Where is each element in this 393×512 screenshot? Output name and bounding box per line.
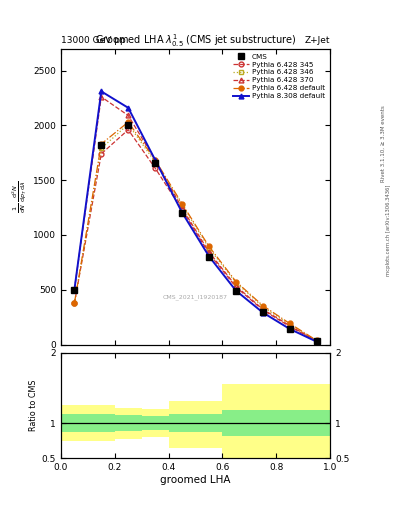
Text: Rivet 3.1.10, ≥ 3.3M events: Rivet 3.1.10, ≥ 3.3M events: [381, 105, 386, 182]
Y-axis label: $\frac{1}{\mathrm{d}N}\,\frac{\mathrm{d}^2N}{\mathrm{d}p_T\,\mathrm{d}\lambda}$: $\frac{1}{\mathrm{d}N}\,\frac{\mathrm{d}…: [11, 180, 29, 213]
X-axis label: groomed LHA: groomed LHA: [160, 475, 231, 485]
CMS: [287, 326, 292, 332]
Pythia 6.428 345: [72, 301, 77, 307]
Pythia 6.428 345: [126, 126, 130, 133]
Pythia 6.428 370: [207, 249, 211, 255]
Pythia 6.428 370: [261, 306, 265, 312]
CMS: [261, 309, 265, 315]
Pythia 6.428 345: [99, 151, 104, 157]
Pythia 6.428 default: [126, 119, 130, 125]
Pythia 8.308 default: [287, 326, 292, 332]
Pythia 6.428 370: [153, 157, 158, 163]
Pythia 8.308 default: [99, 88, 104, 94]
Pythia 8.308 default: [153, 157, 158, 163]
Pythia 6.428 345: [207, 250, 211, 257]
Y-axis label: Ratio to CMS: Ratio to CMS: [29, 380, 37, 431]
CMS: [153, 160, 158, 166]
Pythia 6.428 370: [180, 205, 184, 211]
CMS: [233, 288, 238, 294]
Pythia 6.428 default: [207, 243, 211, 249]
CMS: [72, 287, 77, 293]
Pythia 8.308 default: [314, 338, 319, 345]
Pythia 6.428 345: [180, 207, 184, 213]
Pythia 6.428 default: [314, 337, 319, 344]
Pythia 6.428 346: [180, 202, 184, 208]
Pythia 8.308 default: [72, 287, 77, 293]
Pythia 6.428 346: [99, 145, 104, 152]
Line: Pythia 6.428 default: Pythia 6.428 default: [72, 120, 319, 343]
Pythia 8.308 default: [180, 209, 184, 216]
Pythia 6.428 370: [287, 323, 292, 329]
Pythia 6.428 default: [287, 321, 292, 327]
Pythia 6.428 370: [72, 287, 77, 293]
CMS: [180, 210, 184, 216]
Line: Pythia 8.308 default: Pythia 8.308 default: [72, 89, 319, 344]
Pythia 6.428 346: [233, 280, 238, 286]
Pythia 6.428 default: [153, 157, 158, 163]
CMS: [207, 254, 211, 260]
Pythia 6.428 346: [314, 337, 319, 344]
Pythia 6.428 370: [99, 94, 104, 100]
Pythia 6.428 370: [233, 283, 238, 289]
CMS: [314, 338, 319, 345]
Text: mcplots.cern.ch [arXiv:1306.3436]: mcplots.cern.ch [arXiv:1306.3436]: [386, 185, 391, 276]
Pythia 6.428 default: [180, 201, 184, 207]
Pythia 6.428 346: [153, 159, 158, 165]
Pythia 6.428 346: [72, 301, 77, 307]
Line: Pythia 6.428 370: Pythia 6.428 370: [72, 94, 319, 344]
Text: 13000 GeV pp: 13000 GeV pp: [61, 36, 126, 45]
Pythia 6.428 default: [99, 141, 104, 147]
Line: Pythia 6.428 346: Pythia 6.428 346: [72, 122, 319, 343]
Pythia 6.428 default: [233, 279, 238, 285]
CMS: [126, 122, 130, 129]
Legend: CMS, Pythia 6.428 345, Pythia 6.428 346, Pythia 6.428 370, Pythia 6.428 default,: CMS, Pythia 6.428 345, Pythia 6.428 346,…: [230, 51, 328, 102]
Pythia 8.308 default: [261, 309, 265, 315]
Pythia 6.428 default: [261, 303, 265, 309]
Pythia 8.308 default: [207, 253, 211, 260]
Line: Pythia 6.428 345: Pythia 6.428 345: [72, 127, 319, 344]
Text: CMS_2021_I1920187: CMS_2021_I1920187: [163, 294, 228, 300]
Pythia 6.428 345: [233, 284, 238, 290]
Pythia 8.308 default: [233, 288, 238, 294]
Pythia 6.428 370: [126, 113, 130, 119]
Pythia 6.428 346: [261, 304, 265, 310]
Pythia 6.428 345: [153, 165, 158, 171]
Pythia 6.428 370: [314, 338, 319, 344]
Pythia 6.428 346: [287, 322, 292, 328]
Pythia 6.428 346: [126, 121, 130, 127]
Title: Groomed LHA $\lambda^{1}_{0.5}$ (CMS jet substructure): Groomed LHA $\lambda^{1}_{0.5}$ (CMS jet…: [95, 32, 296, 49]
Line: CMS: CMS: [72, 122, 320, 344]
Pythia 6.428 345: [314, 338, 319, 344]
Pythia 8.308 default: [126, 105, 130, 111]
Pythia 6.428 346: [207, 245, 211, 251]
Pythia 6.428 345: [261, 307, 265, 313]
CMS: [99, 142, 104, 148]
Pythia 6.428 345: [287, 324, 292, 330]
Text: Z+Jet: Z+Jet: [305, 36, 330, 45]
Pythia 6.428 default: [72, 301, 77, 307]
